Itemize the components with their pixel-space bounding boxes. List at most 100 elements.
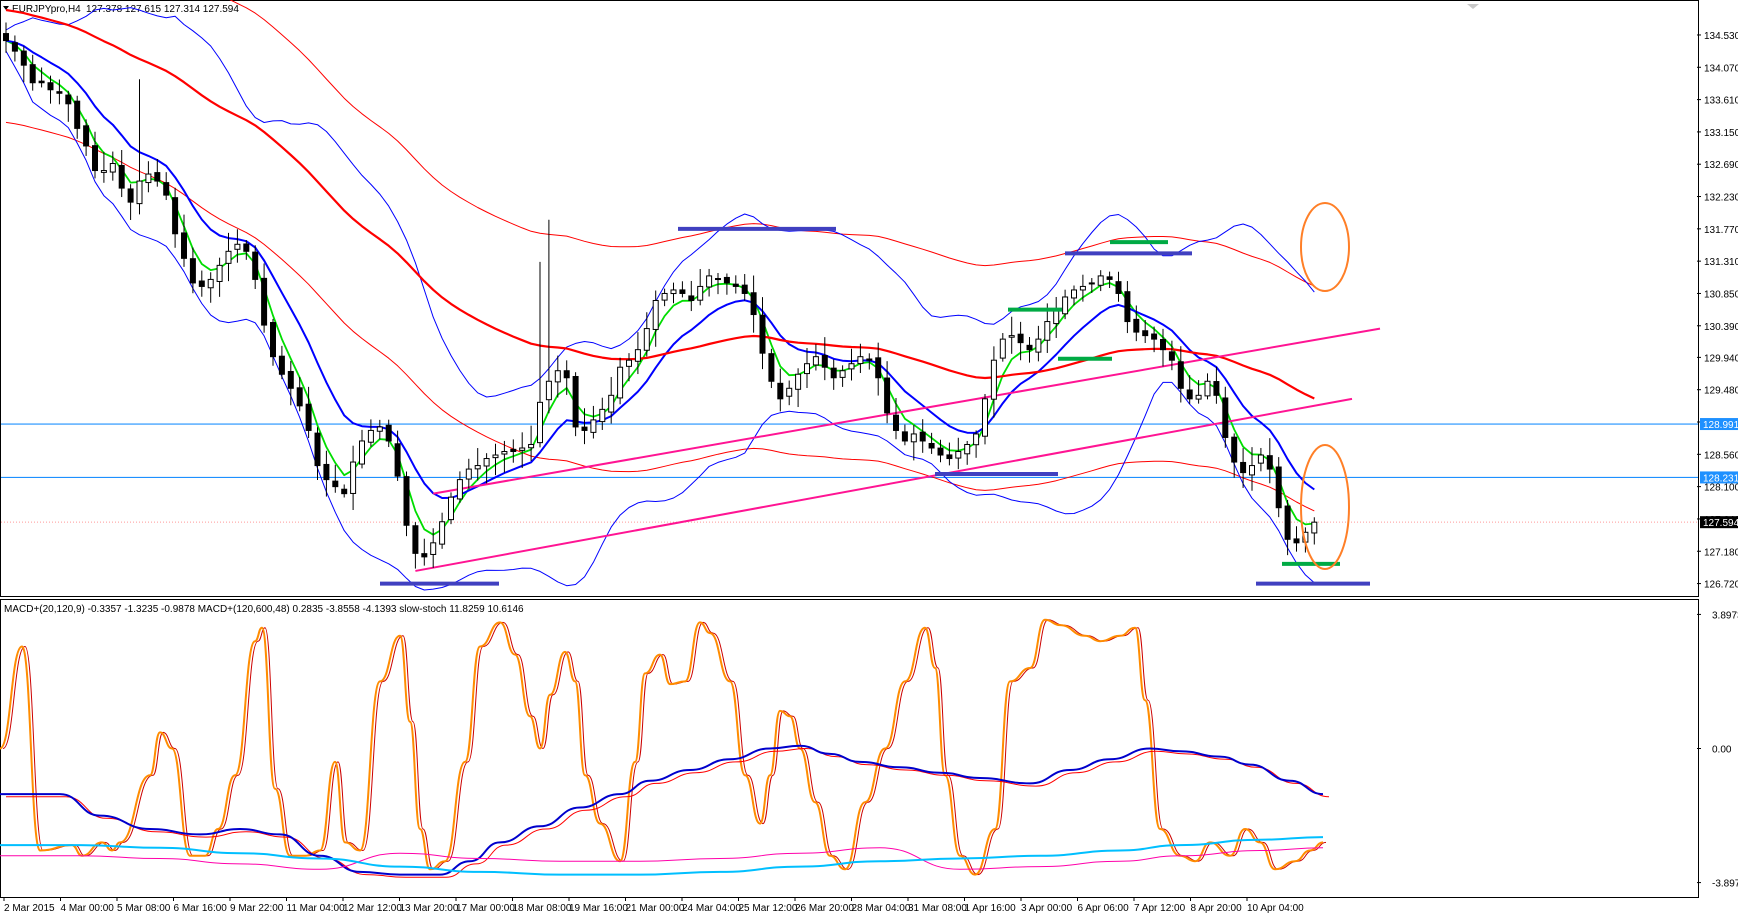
candle-body	[1106, 276, 1113, 280]
candle-body	[1062, 296, 1069, 315]
candle-body	[367, 429, 374, 443]
candle-body	[634, 349, 641, 362]
candle-body	[866, 358, 873, 361]
candle-body	[181, 232, 187, 259]
candle-body	[688, 295, 695, 301]
candle-body	[323, 463, 330, 481]
level-markers[interactable]	[380, 226, 1370, 586]
price-tick-label: 132.230	[1704, 193, 1738, 204]
candle-body	[29, 64, 36, 84]
candle-body	[1151, 333, 1158, 340]
candle-body	[723, 276, 730, 284]
symbol-title: EURJPYpro,H4	[12, 4, 81, 15]
candle-body	[581, 426, 588, 431]
candle-body	[1284, 505, 1291, 540]
candle-body	[118, 164, 125, 189]
time-tick-label: 6 Apr 06:00	[1078, 903, 1130, 914]
candle-body	[359, 440, 365, 465]
candle-body	[296, 387, 303, 407]
candle-body	[563, 370, 570, 379]
price-tick-label: 134.070	[1704, 63, 1738, 74]
candle-body	[492, 454, 499, 459]
candle-body	[910, 433, 917, 443]
candle-body	[270, 322, 276, 358]
candle-body	[163, 182, 170, 196]
candle-body	[643, 328, 650, 351]
price-tick-label: 131.770	[1704, 225, 1738, 236]
candle-body	[403, 476, 410, 526]
price-tick-label: 130.850	[1704, 289, 1738, 300]
candle-body	[394, 443, 401, 477]
candle-body	[750, 292, 757, 316]
candle-body	[1133, 318, 1140, 333]
candle-body	[474, 465, 481, 470]
price-pane[interactable]	[0, 0, 1699, 597]
ema-fast-line	[5, 39, 1315, 536]
time-axis: 2 Mar 2015 4 Mar 00:00 5 Mar 08:00 6 Mar 16…	[3, 897, 1304, 914]
trendlines[interactable]	[415, 327, 1381, 572]
candle-body	[590, 419, 597, 433]
candle-body	[136, 180, 143, 205]
price-tag-box	[1700, 471, 1738, 484]
annotation-circles[interactable]	[1300, 202, 1350, 570]
envelope-upper	[229, 0, 1315, 287]
price-tick-label: 129.480	[1704, 386, 1738, 397]
candle-body	[439, 521, 446, 545]
candle-body	[1195, 394, 1202, 400]
candle-body	[207, 278, 214, 289]
horizontal-lines[interactable]	[1, 423, 1698, 523]
candle-body	[172, 197, 179, 235]
price-tick-label: 128.100	[1704, 483, 1738, 494]
candle-body	[92, 145, 98, 172]
annotation-circle-top	[1300, 202, 1350, 292]
candle-body	[973, 433, 980, 446]
candle-body	[145, 173, 152, 184]
candle-body	[100, 170, 107, 173]
candle-body	[928, 442, 935, 449]
time-tick-label: 13 Mar 20:00	[400, 903, 459, 914]
time-tick-label: 7 Apr 12:00	[1134, 903, 1186, 914]
macd-slow-line	[0, 836, 1324, 876]
candle-body	[456, 479, 463, 500]
indicator-lines	[0, 618, 1330, 878]
candle-body	[572, 376, 579, 428]
time-tick-label: 24 Mar 04:00	[682, 903, 741, 914]
trendline-lower	[415, 397, 1353, 572]
envelope-lower	[5, 121, 1315, 512]
candle-body	[554, 370, 561, 383]
time-tick-label: 31 Mar 08:00	[908, 903, 967, 914]
candle-body	[350, 461, 357, 494]
candle-body	[955, 451, 962, 459]
candle-body	[795, 373, 802, 390]
time-tick-label: 5 Mar 08:00	[117, 903, 171, 914]
candle-body	[1177, 361, 1184, 389]
trendline-upper	[433, 327, 1381, 495]
time-tick-label: 6 Mar 16:00	[174, 903, 228, 914]
price-tick-label: 127.180	[1704, 547, 1738, 558]
price-tick-label: 133.610	[1704, 96, 1738, 107]
candle-body	[1035, 338, 1042, 353]
candle-body	[1186, 389, 1193, 400]
bollinger-lower	[5, 50, 1315, 591]
candle-body	[278, 355, 285, 375]
candle-body	[741, 284, 748, 294]
indicator-tick-label: 3.8973	[1712, 610, 1738, 621]
candle-body	[1266, 455, 1273, 470]
candle-body	[3, 33, 9, 42]
candle-body	[74, 100, 81, 129]
candle-body	[510, 448, 517, 453]
time-tick-label: 12 Mar 12:00	[343, 903, 402, 914]
candle-body	[501, 451, 508, 455]
time-tick-label: 28 Mar 04:00	[852, 903, 911, 914]
candle-body	[109, 163, 116, 173]
indicator-tick-label: -3.8973	[1712, 879, 1738, 890]
triangle-down-icon[interactable]	[3, 6, 9, 10]
time-tick-label: 18 Mar 08:00	[513, 903, 572, 914]
candle-body	[1008, 335, 1015, 338]
time-tick-label: 9 Mar 22:00	[230, 903, 284, 914]
candle-body	[216, 264, 223, 282]
candle-body	[884, 377, 891, 414]
candle-body	[47, 82, 54, 91]
